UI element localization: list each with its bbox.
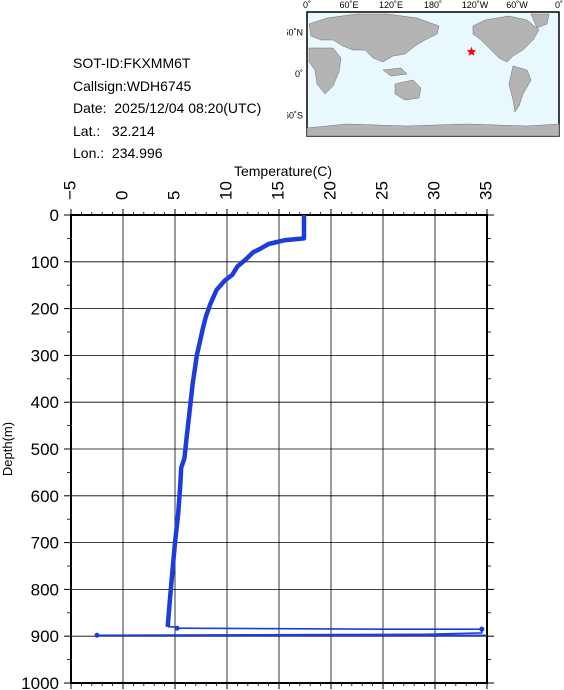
map-lon-label: 0˚ [555,0,563,10]
y-tick-label: 1000 [21,674,59,690]
y-tick-label: 800 [31,580,59,599]
map-land [306,13,560,137]
land-eurasia [308,13,440,63]
land-antarctica [306,123,560,137]
y-tick-label: 200 [31,300,59,319]
profile-line-1 [96,626,483,637]
land-south-america [508,65,532,113]
map-lon-label: 60˚W [506,0,528,10]
axis-tick-labels: −5 0 5 10 15 20 25 30 35010020030040050060070080… [21,181,495,690]
profile-point [174,625,180,631]
map-lon-label: 180˚ [424,0,442,10]
callsign-text: Callsign:WDH6745 [73,77,192,94]
date-text: Date: 2025/12/04 08:20(UTC) [73,100,262,116]
y-tick-label: 400 [31,393,59,412]
y-tick-label: 900 [31,627,59,646]
y-tick-label: 0 [50,206,59,225]
axis-ticks [64,209,494,689]
y-tick-label: 600 [31,487,59,506]
sot-id-text: SOT-ID:FKXMM6T [73,55,191,71]
series-layer [94,215,487,638]
profile-point [479,626,485,632]
x-tick-label: 25 [372,181,391,200]
x-tick-label: 30 [424,181,443,200]
x-tick-label: 10 [216,181,235,200]
x-tick-label: −5 [60,181,79,200]
y-axis-label: Depth(m) [0,422,15,476]
y-tick-label: 100 [31,253,59,272]
map-lon-label: 120˚W [462,0,489,10]
land-greenland [530,13,550,29]
world-map: 0˚ 60˚E 120˚E 180˚ 120˚W 60˚W 0˚ 60˚N 0˚ 60˚S [283,0,563,137]
x-tick-label: 5 [164,191,183,200]
lon-text: Lon.: 234.996 [73,145,163,161]
grid [70,214,488,684]
map-lon-label: 0˚ [303,0,311,10]
x-tick-label: 20 [320,181,339,200]
y-tick-label: 500 [31,440,59,459]
x-tick-label: 0 [112,191,131,200]
map-lon-label: 120˚E [379,0,403,10]
land-indonesia [382,67,408,77]
map-lat-label: 0˚ [295,69,303,79]
info-block: SOT-ID:FKXMM6T Callsign:WDH6745 Date: 20… [73,52,261,165]
y-tick-label: 300 [31,346,59,365]
location-star-marker [466,46,477,56]
land-north-america [472,15,540,63]
map-lat-label: 60˚S [287,110,303,120]
map-lon-label: 60˚E [339,0,358,10]
map-lat-label: 60˚N [287,28,303,38]
y-tick-label: 700 [31,534,59,553]
location-map: 0˚ 60˚E 120˚E 180˚ 120˚W 60˚W 0˚ 60˚N 0˚ 60˚S [283,0,564,150]
x-tick-label: 15 [268,181,287,200]
x-axis-label: Temperature(C) [234,163,332,179]
profile-line-0 [165,215,307,627]
lat-text: Lat.: 32.214 [73,122,155,139]
land-australia [394,79,422,101]
land-africa [308,47,342,95]
x-tick-label: 35 [476,181,495,200]
